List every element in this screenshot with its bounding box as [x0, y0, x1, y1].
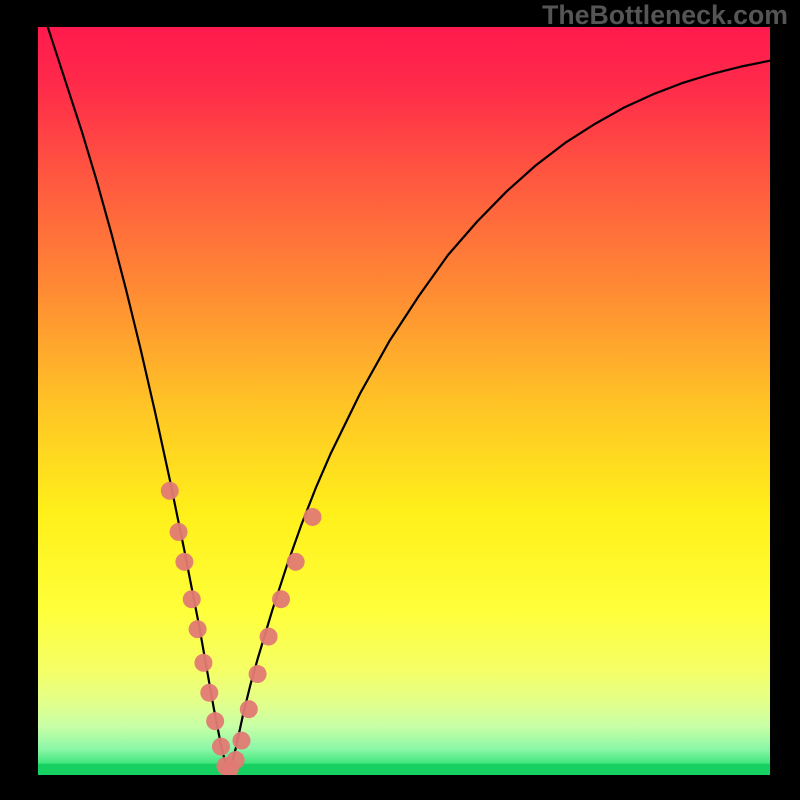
data-marker [240, 700, 258, 718]
gradient-background [38, 27, 770, 775]
data-marker [249, 665, 267, 683]
data-marker [200, 684, 218, 702]
bottleneck-chart [38, 27, 770, 775]
data-marker [161, 482, 179, 500]
baseline-stripe [38, 764, 770, 775]
data-marker [212, 738, 230, 756]
data-marker [287, 553, 305, 571]
data-marker [194, 654, 212, 672]
data-marker [233, 732, 251, 750]
data-marker [206, 712, 224, 730]
data-marker [189, 620, 207, 638]
data-marker [175, 553, 193, 571]
data-marker [227, 751, 245, 769]
data-marker [260, 628, 278, 646]
data-marker [170, 523, 188, 541]
data-marker [304, 508, 322, 526]
data-marker [183, 590, 201, 608]
data-marker [272, 590, 290, 608]
chart-stage: TheBottleneck.com [0, 0, 800, 800]
plot-area [38, 27, 770, 775]
